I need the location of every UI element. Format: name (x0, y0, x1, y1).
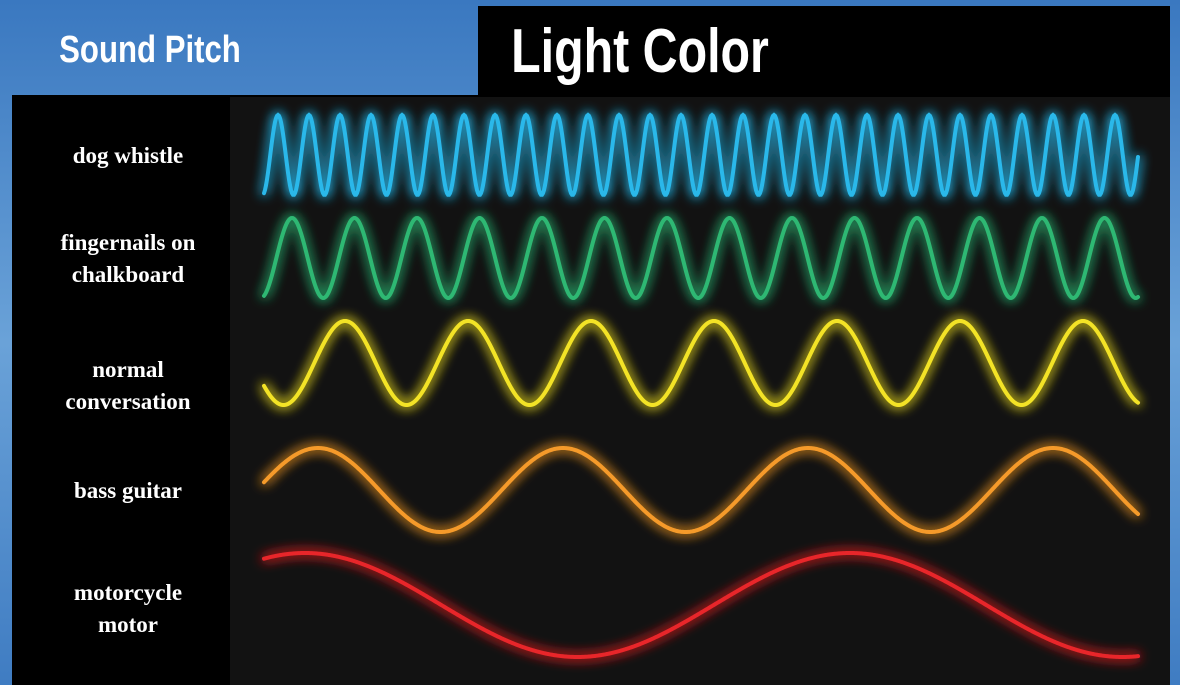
left-title: Sound Pitch (59, 29, 241, 71)
sound-label: motorcycle (74, 580, 182, 605)
sound-label: dog whistle (73, 143, 184, 168)
sound-label: normal (92, 357, 164, 382)
sound-label: fingernails on (61, 230, 196, 255)
illustration: Sound Pitch Light Color dog whistle finge… (0, 0, 1180, 685)
sound-label: conversation (65, 389, 190, 414)
sound-label: motor (98, 612, 158, 637)
main-title: Light Color (511, 16, 769, 85)
sound-label: chalkboard (72, 262, 185, 287)
sound-label: bass guitar (74, 478, 182, 503)
page: Sound Pitch Light Color dog whistle finge… (0, 0, 1180, 685)
